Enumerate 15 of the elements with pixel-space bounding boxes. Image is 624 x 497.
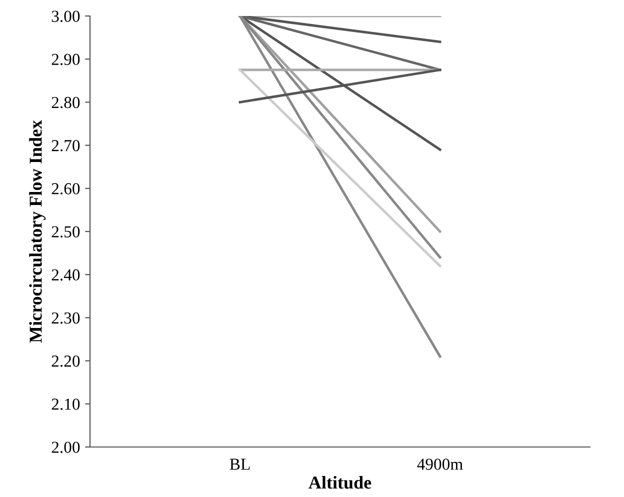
y-tick-label: 2.20 — [52, 356, 80, 367]
x-tick-label: 4900m — [417, 458, 463, 470]
y-tick-label: 2.40 — [52, 269, 80, 281]
x-tick-label: BL — [230, 458, 250, 470]
y-tick-label: 2.30 — [52, 312, 80, 324]
y-tick-label: 3.00 — [52, 10, 80, 22]
y-tick-label: 2.10 — [52, 398, 80, 410]
y-tick-label: 2.60 — [52, 183, 80, 194]
y-tick-label: 2.90 — [52, 54, 80, 66]
y-tick-label: 2.50 — [52, 226, 80, 238]
y-tick-label: 2.80 — [52, 96, 80, 108]
x-axis-title: Altitude — [308, 476, 372, 489]
y-tick-label: 2.00 — [52, 442, 80, 454]
y-tick-label: 2.70 — [52, 140, 80, 152]
y-axis-title: Microcirculatory Flow Index — [29, 120, 46, 343]
